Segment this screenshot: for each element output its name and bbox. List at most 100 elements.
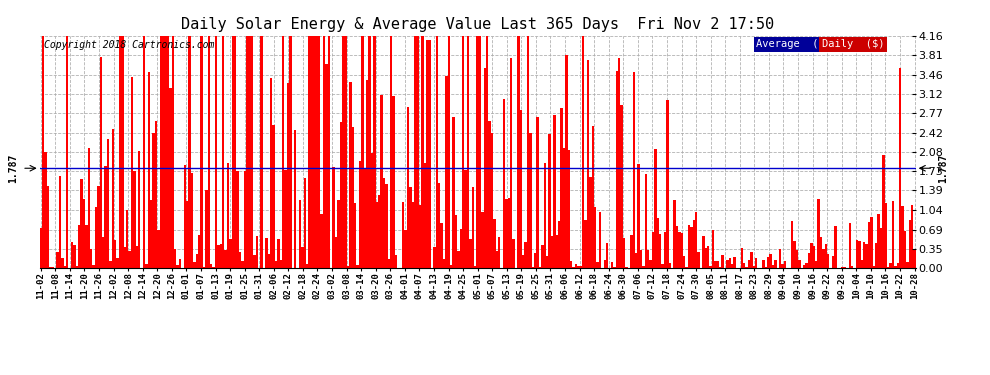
Bar (215, 36, 217, 268)
Bar (198, 235, 200, 268)
Bar (909, 220, 911, 268)
Bar (287, 83, 289, 268)
Bar (503, 99, 505, 268)
Bar (580, 266, 582, 268)
Bar (486, 36, 488, 268)
Bar (656, 218, 659, 268)
Bar (889, 264, 892, 268)
Bar (234, 36, 237, 268)
Bar (560, 108, 563, 268)
Bar (714, 261, 717, 268)
Bar (678, 232, 680, 268)
Bar (174, 249, 176, 268)
Bar (385, 184, 388, 268)
Bar (73, 245, 75, 268)
Bar (196, 255, 198, 268)
Bar (555, 236, 558, 268)
Bar (719, 267, 722, 268)
Bar (85, 225, 87, 268)
Bar (808, 253, 810, 268)
Bar (621, 105, 623, 268)
Bar (693, 220, 695, 268)
Bar (577, 266, 580, 268)
Bar (169, 88, 171, 268)
Bar (851, 266, 853, 268)
Bar (232, 36, 234, 268)
Bar (471, 187, 474, 268)
Bar (640, 250, 643, 268)
Bar (663, 232, 666, 268)
Bar (227, 163, 230, 268)
Bar (827, 254, 830, 268)
Bar (306, 264, 309, 268)
Bar (275, 261, 277, 268)
Bar (572, 267, 575, 268)
Bar (366, 80, 368, 268)
Bar (613, 267, 616, 268)
Bar (764, 267, 767, 268)
Bar (333, 167, 335, 268)
Bar (820, 237, 822, 268)
Bar (267, 254, 270, 268)
Bar (546, 256, 548, 268)
Bar (796, 250, 798, 268)
Bar (186, 201, 188, 268)
Bar (270, 78, 272, 268)
Bar (459, 229, 462, 268)
Bar (104, 166, 107, 268)
Bar (767, 257, 769, 268)
Bar (148, 72, 150, 268)
Bar (253, 255, 255, 268)
Bar (309, 36, 311, 268)
Bar (225, 250, 227, 268)
Bar (567, 150, 570, 268)
Bar (90, 249, 92, 268)
Bar (390, 36, 392, 268)
Bar (651, 232, 654, 268)
Bar (450, 265, 452, 268)
Bar (835, 226, 837, 268)
Bar (414, 36, 417, 268)
Bar (875, 243, 877, 268)
Bar (109, 261, 112, 268)
Bar (496, 251, 498, 268)
Bar (798, 260, 801, 268)
Bar (858, 241, 860, 268)
Bar (299, 200, 301, 268)
Bar (349, 81, 351, 268)
Bar (71, 242, 73, 268)
Bar (877, 214, 880, 268)
Bar (683, 256, 685, 268)
Bar (865, 244, 868, 268)
Bar (726, 260, 729, 268)
Bar (505, 199, 508, 268)
Bar (911, 205, 914, 268)
Bar (772, 265, 774, 268)
Bar (906, 262, 909, 268)
Bar (222, 36, 225, 268)
Bar (469, 239, 471, 268)
Bar (818, 199, 820, 268)
Bar (100, 57, 102, 268)
Bar (843, 267, 846, 268)
Bar (825, 244, 827, 268)
Bar (894, 266, 897, 268)
Bar (570, 261, 572, 268)
Bar (553, 115, 555, 268)
Bar (604, 260, 606, 268)
Bar (358, 162, 361, 268)
Bar (784, 261, 786, 268)
Bar (666, 100, 668, 268)
Bar (419, 205, 422, 268)
Bar (340, 122, 343, 268)
Bar (351, 128, 354, 268)
Bar (176, 265, 179, 268)
Bar (138, 151, 141, 268)
Bar (441, 223, 443, 268)
Bar (599, 211, 601, 268)
Bar (164, 36, 167, 268)
Bar (558, 221, 560, 268)
Bar (392, 96, 395, 268)
Bar (734, 257, 736, 268)
Bar (316, 36, 318, 268)
